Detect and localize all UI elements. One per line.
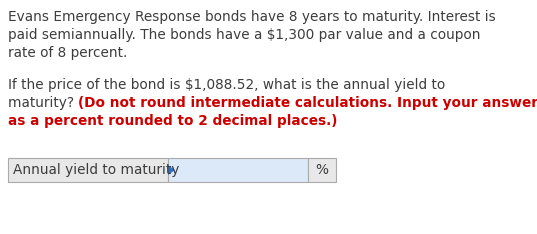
Text: %: %	[316, 163, 329, 177]
Text: Evans Emergency Response bonds have 8 years to maturity. Interest is: Evans Emergency Response bonds have 8 ye…	[8, 10, 496, 24]
Text: rate of 8 percent.: rate of 8 percent.	[8, 46, 127, 60]
Bar	[308, 158, 336, 182]
Text: maturity?: maturity?	[8, 96, 78, 110]
Text: (Do not round intermediate calculations. Input your answer: (Do not round intermediate calculations.…	[78, 96, 537, 110]
Text: paid semiannually. The bonds have a $1,300 par value and a coupon: paid semiannually. The bonds have a $1,3…	[8, 28, 481, 42]
Bar	[8, 158, 168, 182]
Text: Annual yield to maturity: Annual yield to maturity	[13, 163, 179, 177]
Text: If the price of the bond is $1,088.52, what is the annual yield to: If the price of the bond is $1,088.52, w…	[8, 78, 445, 92]
Text: as a percent rounded to 2 decimal places.): as a percent rounded to 2 decimal places…	[8, 114, 337, 128]
Bar	[168, 158, 308, 182]
